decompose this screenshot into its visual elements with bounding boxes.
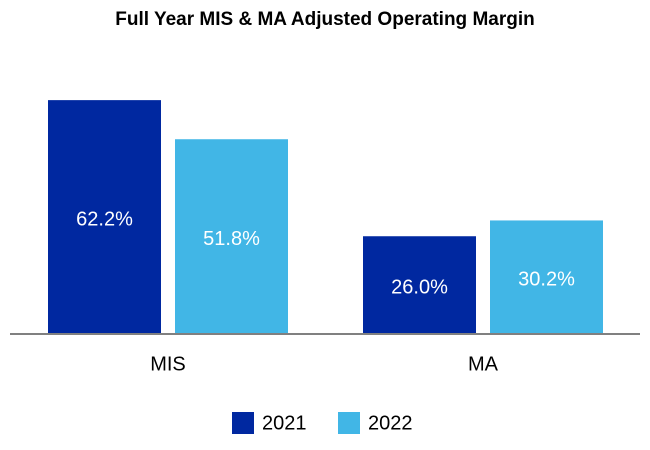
value-label: 62.2% xyxy=(76,208,133,230)
x-tick-label: MA xyxy=(468,353,499,375)
legend-swatch xyxy=(232,412,254,434)
value-label: 26.0% xyxy=(391,276,448,298)
legend-label: 2021 xyxy=(262,412,307,434)
bar xyxy=(48,100,161,335)
legend-swatch xyxy=(338,412,360,434)
legend-label: 2022 xyxy=(368,412,413,434)
bar xyxy=(175,139,288,334)
chart-title: Full Year MIS & MA Adjusted Operating Ma… xyxy=(115,9,534,30)
value-label: 30.2% xyxy=(518,269,575,291)
x-tick-label: MIS xyxy=(150,353,186,375)
bar xyxy=(490,220,603,334)
bar xyxy=(363,236,476,334)
value-label: 51.8% xyxy=(203,228,260,250)
